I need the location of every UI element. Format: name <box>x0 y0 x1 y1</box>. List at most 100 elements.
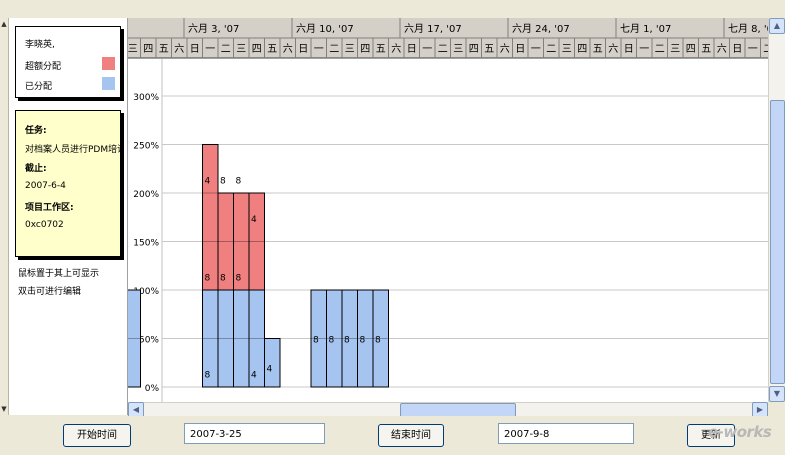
end-date-field[interactable]: 2007-9-8 <box>498 423 634 444</box>
day-label: 三 <box>670 44 680 55</box>
day-label: 五 <box>159 44 169 55</box>
task-value: 对档案人员进行PDM培训 <box>25 145 121 155</box>
day-label: 五 <box>593 44 603 55</box>
day-label: 一 <box>205 44 215 55</box>
scroll-down-icon[interactable]: ▼ <box>1 405 7 413</box>
start-time-button[interactable]: 开始时间 <box>63 424 131 447</box>
bar-hours-label: 4 <box>267 365 273 375</box>
day-label: 三 <box>128 44 138 55</box>
day-label: 四 <box>577 44 587 55</box>
bar-hours-label: 8 <box>205 273 211 283</box>
legend-box: 李晓英, 超额分配 已分配 <box>15 26 121 98</box>
day-label: 三 <box>453 44 463 55</box>
scroll-down-icon[interactable]: ▼ <box>769 386 785 402</box>
scroll-up-icon[interactable]: ▲ <box>1 20 7 28</box>
over-allocation-bar <box>202 144 219 291</box>
day-label: 一 <box>531 44 541 55</box>
bar-hours-label: 8 <box>329 336 335 346</box>
day-label: 五 <box>701 44 711 55</box>
day-label: 一 <box>422 44 432 55</box>
bar-hours-label: 8 <box>344 336 350 346</box>
watermark-logo: e-works <box>708 423 772 441</box>
bar-hours-label: 8 <box>375 336 381 346</box>
week-label: 七月 8, '07 <box>728 23 768 35</box>
day-label: 四 <box>686 44 696 55</box>
over-allocation-swatch <box>102 57 115 70</box>
day-label: 四 <box>143 44 153 55</box>
week-label: 六月 24, '07 <box>512 23 570 35</box>
due-value: 2007-6-4 <box>25 181 66 191</box>
workspace-label: 项目工作区: <box>25 203 74 213</box>
workspace-value: 0xc0702 <box>25 220 64 230</box>
bar-hours-label: 8 <box>236 273 242 283</box>
bar-hours-label: 4 <box>251 370 257 380</box>
scroll-corner <box>768 402 784 416</box>
bar-hours-label: 8 <box>220 176 226 186</box>
y-tick-label: 0% <box>145 384 160 394</box>
day-label: 六 <box>717 43 727 55</box>
day-label: 日 <box>515 44 525 55</box>
task-info-card: 任务: 对档案人员进行PDM培训 截止: 2007-6-4 项目工作区: 0xc… <box>15 110 121 257</box>
legend-assigned-label: 已分配 <box>25 82 53 92</box>
day-label: 四 <box>360 44 370 55</box>
hover-hint: 鼠标置于其上可显示 <box>18 269 100 279</box>
legend-user: 李晓英, <box>25 40 55 50</box>
horizontal-scrollbar[interactable]: ◀ ▶ <box>128 402 768 418</box>
day-label: 二 <box>763 44 768 55</box>
bar-hours-label: 8 <box>236 176 242 186</box>
bar-hours-label: 4 <box>251 215 257 225</box>
day-label: 一 <box>748 44 758 55</box>
task-label: 任务: <box>25 126 47 136</box>
day-label: 三 <box>236 44 246 55</box>
bar-hours-label: 8 <box>313 336 319 346</box>
assigned-bar <box>264 338 281 388</box>
y-tick-label: 200% <box>133 190 159 200</box>
end-time-button[interactable]: 结束时间 <box>378 424 444 447</box>
left-scrollbar[interactable]: ▲ ▼ <box>0 18 9 415</box>
day-label: 二 <box>329 44 339 55</box>
due-label: 截止: <box>25 164 47 174</box>
week-label: 六月 10, '07 <box>296 23 354 35</box>
week-label: 六月 3, '07 <box>188 23 239 35</box>
y-tick-label: 50% <box>139 336 159 346</box>
day-label: 五 <box>376 44 386 55</box>
day-label: 五 <box>484 44 494 55</box>
assigned-swatch <box>102 77 115 90</box>
day-label: 六 <box>174 43 184 55</box>
legend-over-label: 超额分配 <box>25 62 62 72</box>
day-label: 日 <box>624 44 634 55</box>
day-label: 三 <box>562 44 572 55</box>
start-date-field[interactable]: 2007-3-25 <box>184 423 325 444</box>
day-label: 二 <box>546 44 556 55</box>
bar-hours-label: 8 <box>220 273 226 283</box>
day-label: 一 <box>639 44 649 55</box>
day-label: 六 <box>283 43 293 55</box>
bar-hours-label: 8 <box>360 336 366 346</box>
bar-hours-label: 4 <box>205 176 211 186</box>
day-label: 二 <box>221 44 231 55</box>
dblclick-hint: 双击可进行编辑 <box>18 287 82 297</box>
day-label: 一 <box>314 44 324 55</box>
day-label: 二 <box>438 44 448 55</box>
day-label: 日 <box>732 44 742 55</box>
day-label: 五 <box>267 44 277 55</box>
vertical-scrollbar[interactable]: ▲ ▼ <box>768 18 785 402</box>
day-label: 日 <box>407 44 417 55</box>
horizontal-scroll-thumb[interactable] <box>400 403 516 417</box>
y-tick-label: 100% <box>133 287 159 297</box>
y-tick-label: 150% <box>133 239 159 249</box>
day-label: 六 <box>500 43 510 55</box>
left-panel: ▲ ▼ 李晓英, 超额分配 已分配 任务: 对档案人员进行PDM培训 截止: 2… <box>0 18 128 415</box>
scroll-up-icon[interactable]: ▲ <box>769 18 785 34</box>
day-label: 日 <box>190 44 200 55</box>
vertical-scroll-thumb[interactable] <box>770 100 785 384</box>
day-label: 六 <box>608 43 618 55</box>
day-label: 二 <box>655 44 665 55</box>
day-label: 三 <box>345 44 355 55</box>
bar-hours-label: 8 <box>205 370 211 380</box>
update-button[interactable]: 更新 <box>687 424 735 447</box>
y-tick-label: 250% <box>133 142 159 152</box>
day-label: 四 <box>469 44 479 55</box>
